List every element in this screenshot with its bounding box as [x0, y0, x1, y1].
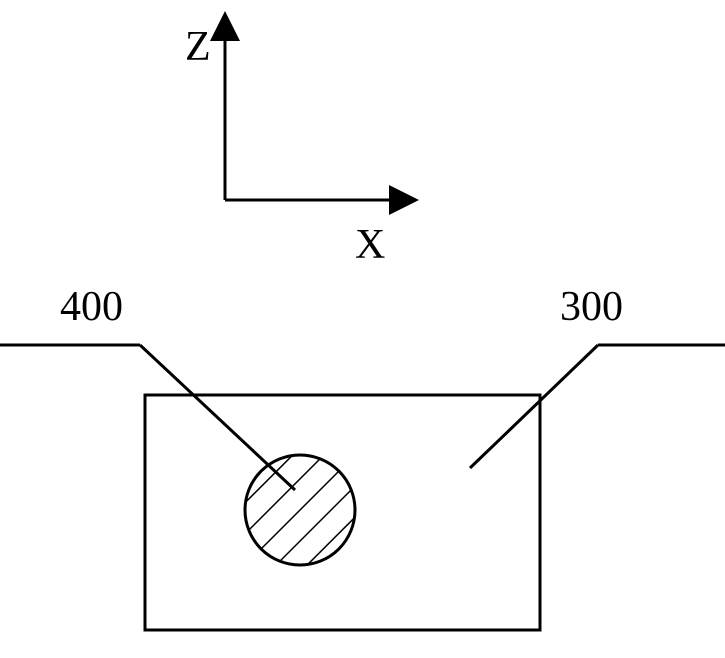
diagram-canvas: Z X 400 300 [0, 0, 725, 658]
x-axis-label: X [355, 222, 385, 268]
callout-300-label: 300 [560, 284, 623, 330]
callout-300-leader [470, 345, 598, 468]
z-axis-label: Z [185, 24, 211, 70]
axes: Z X [185, 24, 395, 268]
callout-400: 400 [0, 284, 295, 490]
callout-300: 300 [470, 284, 725, 468]
callout-400-label: 400 [60, 284, 123, 330]
hatched-circle [245, 455, 355, 565]
